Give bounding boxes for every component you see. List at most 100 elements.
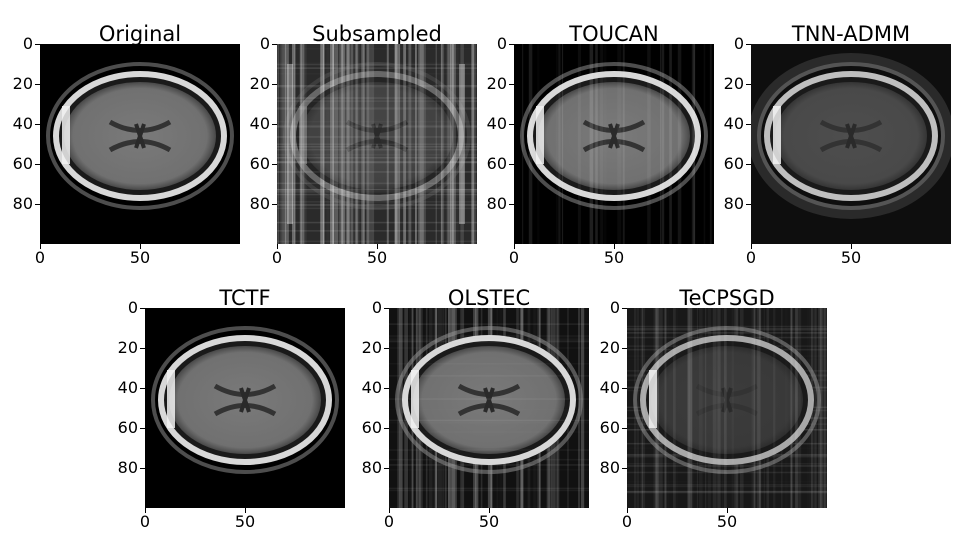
y-tick-mark <box>746 124 751 125</box>
y-tick-label: 40 <box>723 114 744 133</box>
x-tick-mark <box>40 244 41 249</box>
x-tick-label: 0 <box>508 248 520 267</box>
y-tick-label: 40 <box>117 378 138 397</box>
x-tick-label: 0 <box>383 512 395 531</box>
y-tick-label: 0 <box>259 34 270 53</box>
y-tick-mark <box>622 388 627 389</box>
x-tick-label: 0 <box>745 248 757 267</box>
mri-brain-image <box>514 44 714 244</box>
y-tick-mark <box>746 164 751 165</box>
y-tick-mark <box>35 44 40 45</box>
y-tick-mark <box>509 204 514 205</box>
x-tick-label: 50 <box>366 248 388 267</box>
y-tick-label: 20 <box>723 74 744 93</box>
mri-brain-image <box>751 44 951 244</box>
y-tick-label: 20 <box>117 338 138 357</box>
mri-brain-image <box>40 44 240 244</box>
y-tick-label: 0 <box>127 298 138 317</box>
y-tick-mark <box>509 164 514 165</box>
y-tick-label: 60 <box>249 154 270 173</box>
x-tick-label: 50 <box>478 512 500 531</box>
y-tick-mark <box>140 468 145 469</box>
y-tick-label: 60 <box>599 418 620 437</box>
y-tick-mark <box>509 124 514 125</box>
y-tick-label: 40 <box>249 114 270 133</box>
y-tick-label: 60 <box>361 418 382 437</box>
y-tick-label: 0 <box>496 34 507 53</box>
y-tick-mark <box>746 84 751 85</box>
x-tick-mark <box>145 508 146 513</box>
y-tick-mark <box>272 164 277 165</box>
y-tick-label: 40 <box>599 378 620 397</box>
y-tick-label: 20 <box>12 74 33 93</box>
y-tick-mark <box>272 204 277 205</box>
x-tick-label: 0 <box>139 512 151 531</box>
x-tick-label: 50 <box>840 248 862 267</box>
x-tick-mark <box>389 508 390 513</box>
x-tick-label: 0 <box>34 248 46 267</box>
y-tick-mark <box>140 308 145 309</box>
panel-title: TCTF <box>219 286 271 310</box>
y-tick-label: 60 <box>117 418 138 437</box>
y-tick-mark <box>384 348 389 349</box>
y-tick-label: 60 <box>12 154 33 173</box>
y-tick-mark <box>140 388 145 389</box>
y-tick-mark <box>35 84 40 85</box>
y-tick-label: 20 <box>486 74 507 93</box>
y-tick-mark <box>622 308 627 309</box>
y-tick-mark <box>622 348 627 349</box>
x-tick-mark <box>245 508 246 513</box>
y-tick-label: 60 <box>486 154 507 173</box>
x-tick-label: 50 <box>129 248 151 267</box>
y-tick-mark <box>622 428 627 429</box>
y-tick-label: 0 <box>22 34 33 53</box>
x-tick-mark <box>377 244 378 249</box>
y-tick-mark <box>140 428 145 429</box>
y-tick-mark <box>35 204 40 205</box>
y-tick-mark <box>509 44 514 45</box>
panel-title: Subsampled <box>312 22 442 46</box>
y-tick-label: 80 <box>486 194 507 213</box>
y-tick-label: 80 <box>12 194 33 213</box>
panel-title: TOUCAN <box>569 22 659 46</box>
mri-brain-image <box>389 308 589 508</box>
y-tick-label: 80 <box>117 458 138 477</box>
y-tick-label: 40 <box>486 114 507 133</box>
y-tick-mark <box>35 164 40 165</box>
y-tick-label: 80 <box>723 194 744 213</box>
y-tick-mark <box>746 204 751 205</box>
y-tick-mark <box>140 348 145 349</box>
x-tick-label: 0 <box>271 248 283 267</box>
y-tick-mark <box>509 84 514 85</box>
x-tick-mark <box>627 508 628 513</box>
x-tick-label: 50 <box>716 512 738 531</box>
y-tick-label: 40 <box>361 378 382 397</box>
mri-brain-image <box>627 308 827 508</box>
y-tick-mark <box>35 124 40 125</box>
y-tick-mark <box>384 428 389 429</box>
x-tick-mark <box>614 244 615 249</box>
y-tick-label: 60 <box>723 154 744 173</box>
mri-brain-image <box>145 308 345 508</box>
y-tick-label: 20 <box>361 338 382 357</box>
panel-title: TeCPSGD <box>679 286 775 310</box>
y-tick-label: 0 <box>371 298 382 317</box>
mri-brain-image <box>277 44 477 244</box>
y-tick-label: 80 <box>361 458 382 477</box>
x-tick-label: 50 <box>234 512 256 531</box>
panel-title: OLSTEC <box>447 286 531 310</box>
y-tick-mark <box>272 84 277 85</box>
y-tick-label: 20 <box>599 338 620 357</box>
y-tick-label: 80 <box>249 194 270 213</box>
x-tick-mark <box>514 244 515 249</box>
y-tick-label: 20 <box>249 74 270 93</box>
y-tick-mark <box>746 44 751 45</box>
panel-title: Original <box>98 22 182 46</box>
x-tick-mark <box>851 244 852 249</box>
x-tick-mark <box>727 508 728 513</box>
x-tick-mark <box>140 244 141 249</box>
y-tick-label: 40 <box>12 114 33 133</box>
panel-title: TNN-ADMM <box>791 22 911 46</box>
x-tick-label: 50 <box>603 248 625 267</box>
y-tick-label: 0 <box>609 298 620 317</box>
